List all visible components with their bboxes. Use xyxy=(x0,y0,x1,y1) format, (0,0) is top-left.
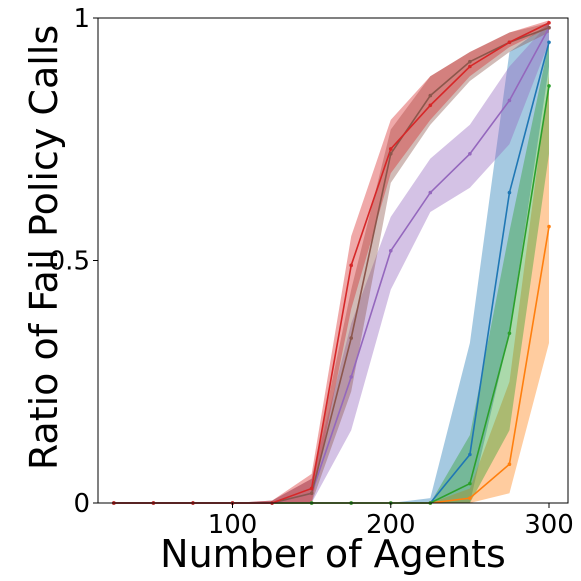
data-point xyxy=(468,59,472,64)
data-point xyxy=(428,190,433,195)
data-point xyxy=(547,40,551,45)
x-axis-label: Number of Agents xyxy=(160,532,506,576)
data-point xyxy=(349,263,353,268)
data-point xyxy=(388,249,393,253)
y-axis-label: Ratio of Fail Policy Calls xyxy=(22,25,66,470)
data-point xyxy=(507,98,512,103)
y-tick-label: 0.5 xyxy=(49,247,90,277)
confidence-bands xyxy=(113,20,550,504)
x-tick-label: 300 xyxy=(524,510,574,540)
confidence-band-4 xyxy=(113,22,550,503)
data-point xyxy=(309,491,314,496)
data-point xyxy=(547,21,551,25)
data-point xyxy=(547,25,551,30)
y-tick-label: 1 xyxy=(73,4,90,34)
data-point xyxy=(468,481,472,486)
data-point xyxy=(468,452,472,457)
data-point xyxy=(388,147,393,151)
data-point xyxy=(388,152,393,156)
data-point xyxy=(507,331,512,336)
data-point xyxy=(547,224,551,229)
data-point xyxy=(309,486,314,491)
x-tick-label: 200 xyxy=(366,510,416,540)
confidence-band-1 xyxy=(113,76,550,503)
data-point xyxy=(428,103,433,108)
data-point xyxy=(468,496,472,500)
y-tick-label: 0 xyxy=(73,489,90,519)
data-point xyxy=(468,64,472,69)
confidence-band-3 xyxy=(113,22,550,503)
data-point xyxy=(547,84,551,88)
x-axis-ticks: 100 200 300 xyxy=(208,503,574,540)
data-point xyxy=(349,336,353,340)
x-tick-label: 100 xyxy=(208,510,258,540)
data-point xyxy=(468,152,472,156)
data-point xyxy=(349,375,353,379)
data-point xyxy=(507,462,512,467)
y-axis-ticks: 00.51 xyxy=(49,4,98,519)
data-point xyxy=(507,190,512,195)
data-point xyxy=(507,40,512,45)
data-point xyxy=(428,93,433,98)
